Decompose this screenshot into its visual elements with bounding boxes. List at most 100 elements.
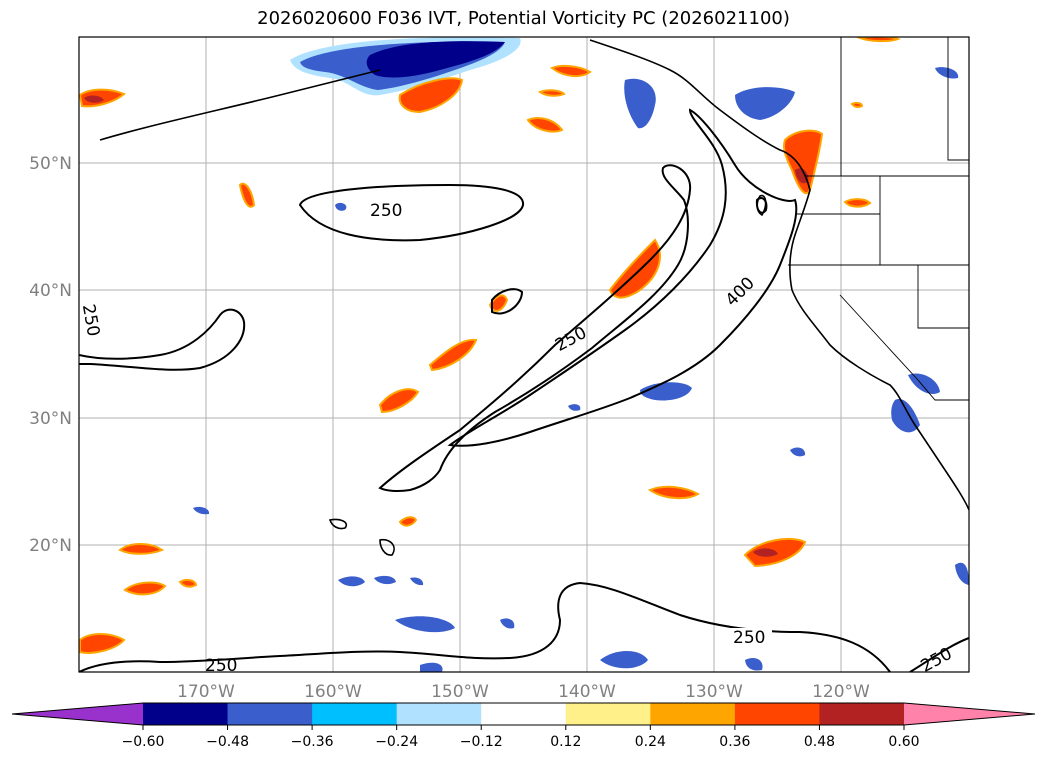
colorbar-extend-low bbox=[12, 703, 143, 725]
ivt-contour-400-ar bbox=[447, 108, 798, 447]
nevada-border bbox=[917, 265, 969, 329]
state-borders bbox=[788, 37, 969, 401]
pv-blob bbox=[84, 95, 104, 103]
coastlines bbox=[99, 39, 969, 556]
pv-blob bbox=[79, 633, 126, 654]
map-title: 2026020600 F036 IVT, Potential Vorticity… bbox=[257, 8, 790, 29]
pv-blob bbox=[647, 485, 701, 500]
lon-label: 170°W bbox=[177, 682, 235, 702]
pv-blob bbox=[335, 202, 347, 211]
pv-blob bbox=[193, 506, 210, 515]
lon-label: 160°W bbox=[304, 682, 362, 702]
graticule bbox=[79, 37, 969, 672]
lon-label: 120°W bbox=[812, 682, 870, 702]
colorbar-cell bbox=[734, 703, 820, 725]
ca-nv-border bbox=[839, 294, 969, 401]
pv-blob bbox=[608, 238, 661, 299]
hawaii-island bbox=[379, 538, 395, 556]
pv-blob bbox=[410, 577, 424, 586]
colorbar-tick-label: 0.60 bbox=[888, 734, 919, 750]
ivt-contour-250 bbox=[79, 308, 246, 371]
colorbar-tick-label: 0.12 bbox=[550, 734, 581, 750]
pv-blob bbox=[537, 89, 566, 97]
colorbar-cells bbox=[143, 703, 905, 725]
colorbar-tick-label: 0.24 bbox=[635, 734, 666, 750]
contour-label-bg bbox=[368, 200, 410, 218]
contour-label-bg bbox=[730, 628, 772, 646]
pv-blob bbox=[891, 399, 920, 433]
longitude-labels: 170°W 160°W 150°W 140°W 130°W 120°W bbox=[177, 682, 870, 702]
hawaii-island bbox=[328, 518, 348, 530]
contour-label-250: 250 bbox=[733, 628, 765, 648]
pv-blob bbox=[398, 516, 418, 527]
colorbar-cell bbox=[143, 703, 229, 725]
ivt-contour-250-southeast bbox=[909, 637, 969, 672]
colorbar-ticks: −0.60 −0.48 −0.36 −0.24 −0.12 0.12 0.24 0.36 0.4… bbox=[122, 725, 920, 750]
pv-blob bbox=[366, 41, 505, 78]
ivt-contour-small bbox=[491, 288, 524, 315]
colorbar-tick-label: 0.36 bbox=[719, 734, 750, 750]
west-coast bbox=[589, 39, 969, 511]
lat-label: 30°N bbox=[29, 409, 72, 429]
pv-blob bbox=[955, 562, 969, 585]
pv-blob bbox=[745, 658, 763, 671]
lat-label: 50°N bbox=[29, 154, 72, 174]
lon-label: 130°W bbox=[685, 682, 743, 702]
pv-blob bbox=[568, 404, 581, 411]
pv-blob bbox=[238, 182, 256, 208]
pv-blob bbox=[123, 581, 167, 596]
colorbar-cell bbox=[481, 703, 567, 725]
ivt-contour-250-ar bbox=[378, 164, 692, 493]
pv-blob bbox=[420, 662, 443, 672]
colorbar-tick-label: 0.48 bbox=[804, 734, 835, 750]
pv-blob bbox=[500, 618, 515, 629]
colorbar-tick-label: −0.36 bbox=[291, 734, 334, 750]
pv-blob bbox=[395, 616, 455, 633]
pv-blob bbox=[753, 548, 778, 557]
pv-blob bbox=[850, 101, 864, 109]
pv-blob bbox=[908, 373, 940, 395]
lat-label: 20°N bbox=[29, 536, 72, 556]
colorbar-tick-label: −0.60 bbox=[122, 734, 165, 750]
province-border bbox=[947, 37, 969, 161]
lat-label: 40°N bbox=[29, 281, 72, 301]
pv-blob bbox=[795, 168, 809, 184]
pv-positive-features bbox=[79, 37, 901, 654]
ivt-contour-400-small bbox=[755, 197, 768, 214]
contour-label-250: 250 bbox=[370, 201, 402, 221]
pv-negative-features bbox=[193, 37, 969, 672]
pv-blob bbox=[856, 37, 901, 43]
colorbar-cell bbox=[312, 703, 398, 725]
lon-label: 150°W bbox=[431, 682, 489, 702]
colorbar-cell bbox=[565, 703, 651, 725]
pv-blob bbox=[378, 388, 420, 414]
pv-blob bbox=[549, 64, 592, 78]
contour-label-250: 250 bbox=[78, 303, 103, 338]
pv-blob bbox=[790, 447, 806, 457]
lon-label: 140°W bbox=[558, 682, 616, 702]
pv-blob bbox=[526, 117, 564, 133]
pv-blob bbox=[338, 576, 365, 587]
pv-blob bbox=[935, 67, 959, 79]
contour-label-250: 250 bbox=[205, 656, 237, 676]
map-frame bbox=[78, 36, 970, 673]
latitude-labels: 50°N 40°N 30°N 20°N bbox=[29, 154, 72, 556]
colorbar-cell bbox=[396, 703, 482, 725]
colorbar-extend-high bbox=[904, 703, 1035, 725]
pv-blob bbox=[428, 338, 478, 372]
colorbar-cell bbox=[227, 703, 313, 725]
colorbar-cell bbox=[650, 703, 736, 725]
pv-blob bbox=[488, 294, 509, 312]
pv-blob bbox=[178, 578, 198, 588]
aleutian-chain bbox=[99, 69, 381, 141]
pv-blob bbox=[374, 575, 396, 585]
pv-blob bbox=[735, 87, 795, 120]
colorbar-tick-label: −0.12 bbox=[460, 734, 503, 750]
pv-blob bbox=[843, 198, 872, 208]
ivt-contour-250 bbox=[298, 183, 524, 242]
colorbar: −0.60 −0.48 −0.36 −0.24 −0.12 0.12 0.24 0.36 0.4… bbox=[11, 702, 1036, 750]
colorbar-cell bbox=[819, 703, 905, 725]
pv-blob bbox=[624, 78, 656, 129]
pv-blob bbox=[118, 543, 165, 555]
